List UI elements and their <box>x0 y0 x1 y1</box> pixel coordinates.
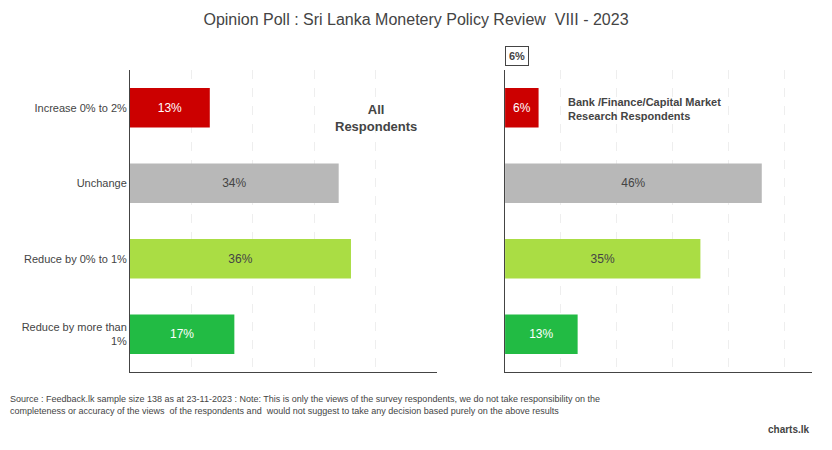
svg-text:36%: 36% <box>228 252 252 266</box>
svg-text:13%: 13% <box>158 101 182 115</box>
svg-text:Unchange: Unchange <box>77 177 127 189</box>
svg-text:Reduce by more than1%: Reduce by more than1% <box>22 321 127 347</box>
svg-text:Reduce by 0% to 1%: Reduce by 0% to 1% <box>24 253 127 265</box>
svg-text:35%: 35% <box>591 252 615 266</box>
svg-text:Source : Feedback.lk sample si: Source : Feedback.lk sample size 138 as … <box>10 394 600 416</box>
svg-text:13%: 13% <box>529 327 553 341</box>
svg-text:Increase 0% to 2%: Increase 0% to 2% <box>34 102 127 114</box>
svg-text:Opinion Poll : Sri Lanka Monet: Opinion Poll : Sri Lanka Monetery Policy… <box>203 11 628 28</box>
svg-text:AllRespondents: AllRespondents <box>335 102 417 134</box>
svg-text:Bank /Finance/Capital MarketRe: Bank /Finance/Capital MarketResearch Res… <box>568 96 721 122</box>
svg-text:46%: 46% <box>621 176 645 190</box>
svg-text:6%: 6% <box>513 101 531 115</box>
svg-text:6%: 6% <box>509 50 525 62</box>
svg-text:17%: 17% <box>170 327 194 341</box>
svg-text:charts.lk: charts.lk <box>768 424 810 435</box>
svg-text:34%: 34% <box>222 176 246 190</box>
